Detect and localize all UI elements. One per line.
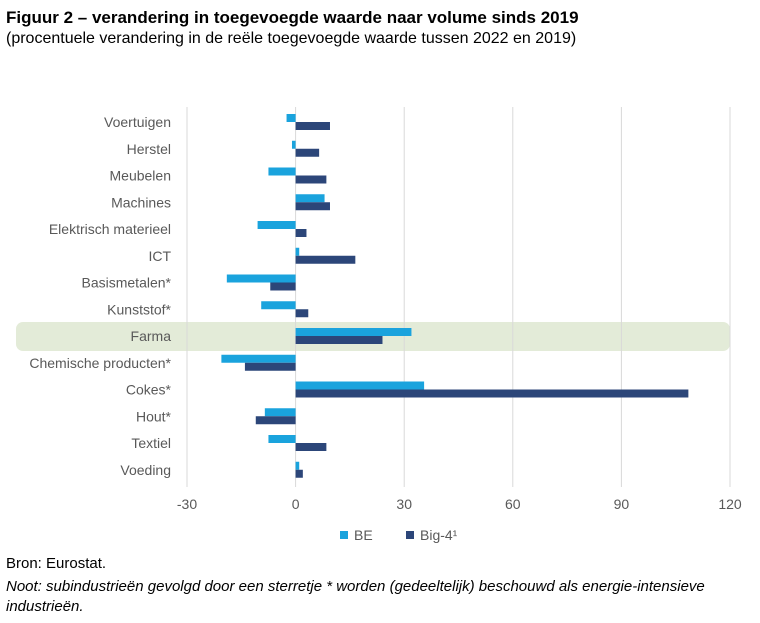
category-label-meubelen: Meubelen [110,168,172,184]
bar-big4-ict [295,255,356,264]
category-label-textiel: Textiel [131,435,171,451]
figure-title: Figuur 2 – verandering in toegevoegde wa… [6,8,579,27]
bar-layer [221,114,689,478]
category-label-machines: Machines [111,194,171,210]
category-label-voeding: Voeding [120,462,171,478]
bar-be-basismetalen [226,274,296,283]
bar-big4-farma [295,336,383,344]
bar-be-ict [295,247,300,256]
category-label-chemische-producten: Chemische producten* [29,355,171,371]
bar-be-machines [295,194,325,203]
bar-big4-meubelen [295,175,327,184]
category-label-voertuigen: Voertuigen [104,114,171,130]
bar-be-elektrisch-materieel [257,221,296,229]
bar-be-kunststof [261,301,296,310]
legend-swatch-big4 [406,531,414,539]
x-tick-label: 60 [505,496,521,512]
figure-subtitle: (procentuele verandering in de reële toe… [6,30,577,47]
bar-big4-textiel [295,443,327,451]
bar-be-textiel [268,435,296,443]
legend-label-big4: Big-4¹ [420,527,458,543]
bar-big4-machines [295,202,330,211]
bar-big4-hout [255,416,296,425]
legend-label-be: BE [354,527,373,543]
bar-be-farma [295,328,412,336]
bar-big4-voeding [295,469,303,478]
x-tick-label: 120 [718,496,742,512]
category-label-basismetalen: Basismetalen* [82,275,172,291]
bar-big4-basismetalen [270,282,296,291]
legend-swatch-be [340,531,348,539]
bar-big4-cokes [295,389,689,398]
x-tick-label: 0 [292,496,300,512]
bar-be-herstel [291,140,296,149]
bar-big4-kunststof [295,309,309,318]
tick-label-layer: -30 0 30 60 90 120 [177,496,742,512]
category-label-cokes: Cokes* [126,382,172,398]
note-text: Noot: subindustrieën gevolgd door een st… [6,578,705,615]
category-label-ict: ICT [148,248,171,264]
legend: BE Big-4¹ [340,527,458,543]
bar-be-chemische-producten [221,354,296,363]
bar-be-voeding [295,461,300,470]
category-label-kunststof: Kunststof* [107,301,171,317]
grid-layer [186,107,731,487]
bar-be-hout [264,408,296,417]
bar-big4-herstel [295,148,320,157]
category-label-farma: Farma [131,328,172,344]
category-label-hout: Hout* [136,408,172,424]
x-tick-label: 30 [396,496,412,512]
source-text: Bron: Eurostat. [6,555,107,572]
bar-be-voertuigen [286,114,296,122]
category-label-herstel: Herstel [127,141,171,157]
category-label-elektrisch-materieel: Elektrisch materieel [49,221,171,237]
bar-be-cokes [295,381,425,390]
bar-be-meubelen [268,167,296,176]
x-tick-label: -30 [177,496,197,512]
bar-big4-voertuigen [295,122,330,130]
bar-big4-elektrisch-materieel [295,229,307,237]
bar-big4-chemische-producten [244,362,296,371]
x-tick-label: 90 [614,496,630,512]
category-label-layer: Voertuigen Herstel Meubelen Machines Elektri… [29,114,171,478]
